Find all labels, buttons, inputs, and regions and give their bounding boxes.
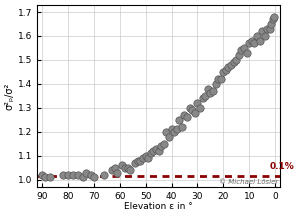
Point xyxy=(156,149,161,153)
Point xyxy=(65,173,70,177)
Point xyxy=(136,159,140,162)
Point xyxy=(146,156,151,160)
Point xyxy=(47,176,52,179)
Point xyxy=(125,166,130,170)
Point xyxy=(195,101,200,105)
Point xyxy=(262,34,267,38)
Point xyxy=(218,77,223,81)
Point xyxy=(179,125,184,129)
X-axis label: Elevation ε in °: Elevation ε in ° xyxy=(124,202,193,211)
Point xyxy=(182,113,187,117)
Point xyxy=(89,173,94,177)
Point xyxy=(40,173,44,177)
Point xyxy=(269,22,274,26)
Point xyxy=(84,171,88,174)
Point xyxy=(110,168,114,172)
Point xyxy=(185,116,190,119)
Point xyxy=(159,145,164,148)
Point xyxy=(244,51,249,54)
Text: © Michael Lösler: © Michael Lösler xyxy=(219,179,278,185)
Point xyxy=(115,171,119,174)
Y-axis label: σ²ₚ/σ²: σ²ₚ/σ² xyxy=(5,82,15,110)
Point xyxy=(151,149,156,153)
Point xyxy=(190,108,195,112)
Point xyxy=(42,176,47,179)
Point xyxy=(200,97,205,100)
Point xyxy=(120,164,125,167)
Point xyxy=(255,34,260,38)
Point xyxy=(187,106,192,110)
Point xyxy=(60,173,65,177)
Point xyxy=(76,173,81,177)
Point xyxy=(257,39,262,43)
Point xyxy=(198,106,203,110)
Point xyxy=(211,89,215,93)
Point xyxy=(81,176,86,179)
Point xyxy=(164,130,169,133)
Point xyxy=(128,168,133,172)
Point xyxy=(239,49,244,52)
Point xyxy=(148,152,153,155)
Point xyxy=(231,61,236,64)
Point xyxy=(174,128,179,131)
Point xyxy=(122,166,127,170)
Point xyxy=(143,154,148,157)
Point xyxy=(141,156,146,160)
Point xyxy=(247,41,252,45)
Point xyxy=(272,15,276,19)
Point xyxy=(270,17,275,21)
Point xyxy=(138,159,143,162)
Point xyxy=(242,46,246,50)
Point xyxy=(192,111,197,114)
Point xyxy=(102,173,106,177)
Point xyxy=(167,135,171,138)
Point xyxy=(216,77,220,81)
Point xyxy=(92,176,96,179)
Point xyxy=(169,128,174,131)
Point xyxy=(224,68,228,71)
Point xyxy=(71,173,76,177)
Point xyxy=(206,87,210,91)
Point xyxy=(236,53,241,57)
Point xyxy=(208,92,213,95)
Point xyxy=(172,130,176,133)
Point xyxy=(226,65,231,69)
Point xyxy=(268,27,272,30)
Point xyxy=(229,63,233,67)
Point xyxy=(260,29,265,33)
Point xyxy=(213,82,218,86)
Point xyxy=(154,147,158,150)
Point xyxy=(133,161,138,165)
Point xyxy=(249,39,254,43)
Point xyxy=(161,142,166,146)
Point xyxy=(234,58,239,62)
Point xyxy=(112,166,117,170)
Point xyxy=(203,94,208,98)
Point xyxy=(265,27,270,30)
Point xyxy=(252,41,257,45)
Point xyxy=(221,70,226,74)
Text: 0.1%: 0.1% xyxy=(270,162,295,171)
Point xyxy=(177,118,182,122)
